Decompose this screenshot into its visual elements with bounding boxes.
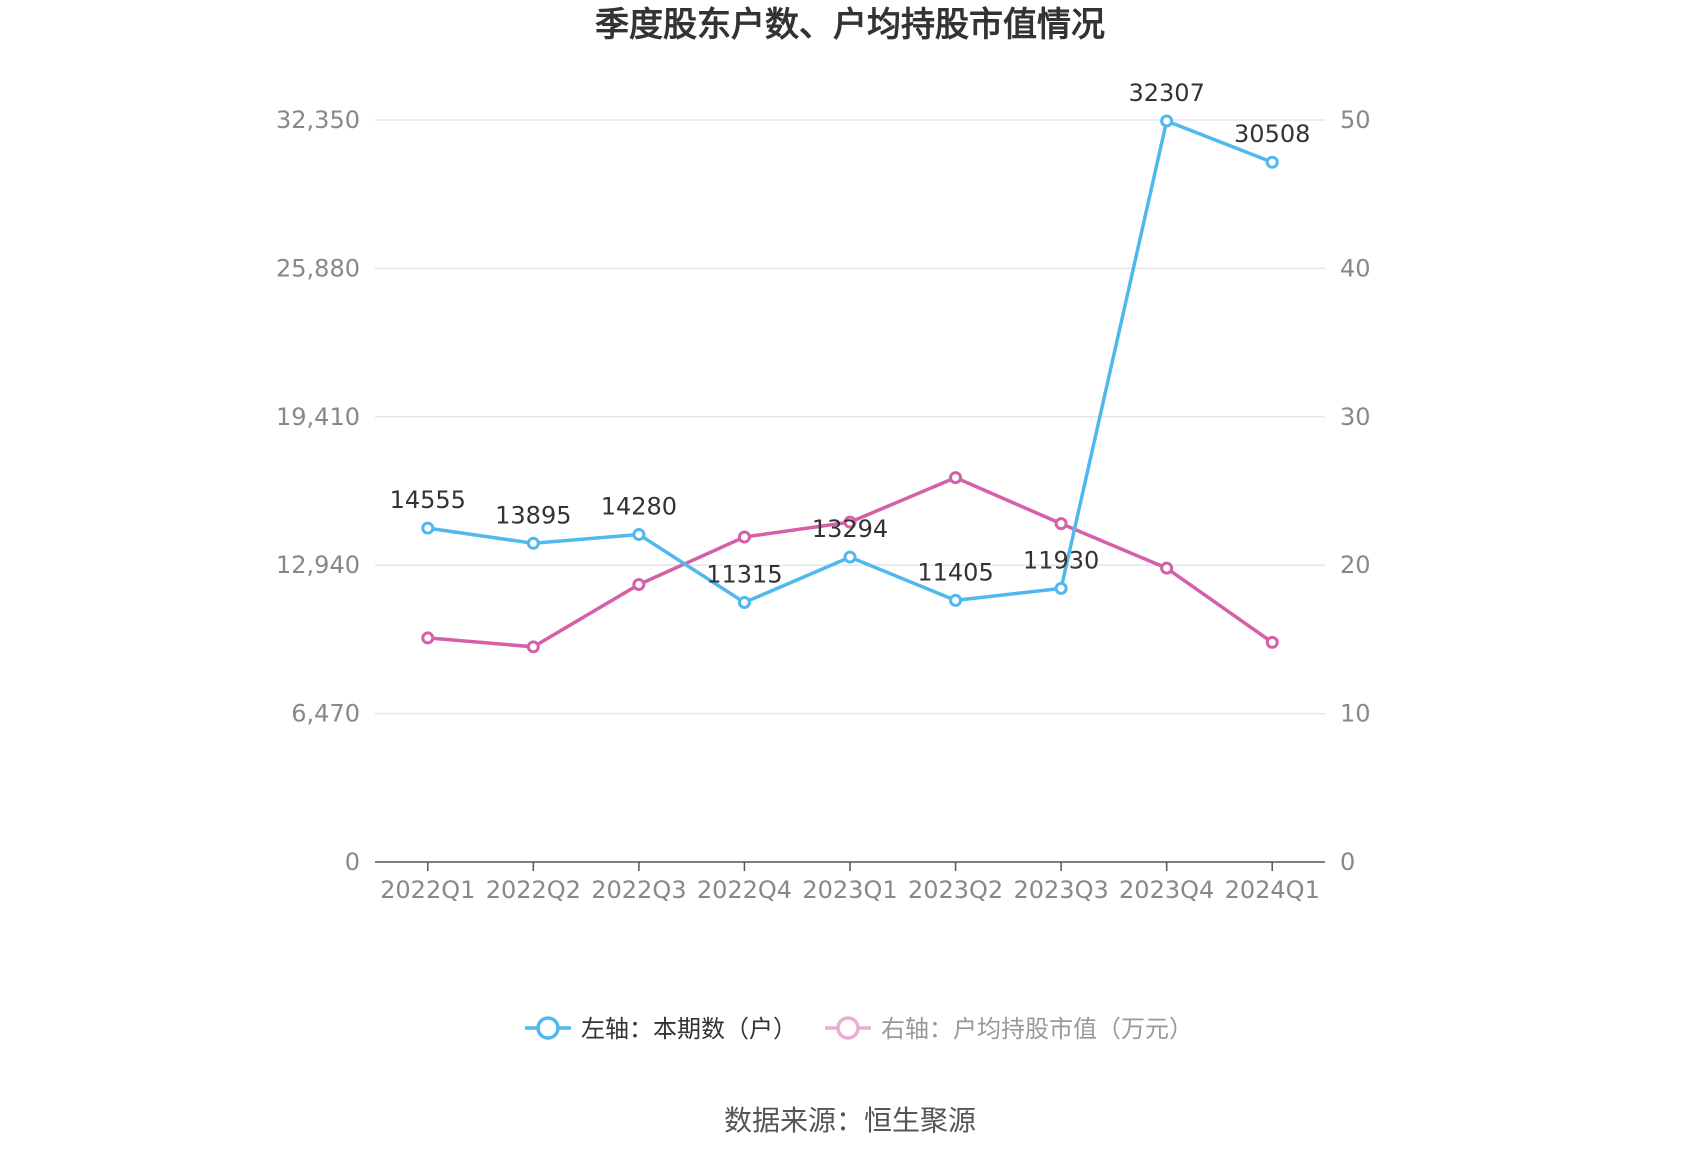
data-point[interactable]: [1054, 581, 1068, 595]
data-label: 14280: [601, 492, 677, 520]
data-point[interactable]: [1265, 155, 1279, 169]
right-tick-label: 30: [1340, 403, 1371, 431]
data-point[interactable]: [737, 595, 751, 609]
data-point[interactable]: [421, 521, 435, 535]
x-tick-label: 2024Q1: [1225, 876, 1320, 904]
data-label: 11405: [917, 558, 993, 586]
right-tick-label: 0: [1340, 848, 1355, 876]
data-point[interactable]: [949, 593, 963, 607]
left-axis-ticks: 0 6,470 12,940 19,410 25,880 32,350: [276, 106, 360, 876]
data-point[interactable]: [843, 515, 857, 529]
chart-title: 季度股东户数、户均持股市值情况: [595, 5, 1105, 45]
data-point[interactable]: [632, 577, 646, 591]
data-label: 13895: [495, 501, 571, 529]
data-point[interactable]: [737, 530, 751, 544]
data-point[interactable]: [526, 640, 540, 654]
grid-lines: [375, 119, 1325, 715]
data-label: 13294: [812, 515, 888, 543]
x-axis: 2022Q1 2022Q2 2022Q3 2022Q4 2023Q1 2023Q2 2023…: [375, 861, 1325, 904]
x-tick-label: 2022Q2: [486, 876, 581, 904]
data-point[interactable]: [1054, 517, 1068, 531]
data-labels: 14555 13895 14280 11315 13294 11405 11930 32307…: [390, 79, 1311, 588]
x-tick-label: 2022Q1: [380, 876, 475, 904]
data-label: 32307: [1128, 79, 1204, 107]
legend-marker: [836, 1016, 860, 1040]
left-tick-label: 0: [345, 848, 360, 876]
data-point[interactable]: [1160, 114, 1174, 128]
x-tick-label: 2022Q4: [697, 876, 792, 904]
right-tick-label: 50: [1340, 106, 1371, 134]
data-point[interactable]: [843, 550, 857, 564]
x-tick-label: 2023Q1: [802, 876, 897, 904]
legend-item[interactable]: 右轴：户均持股市值（万元）: [825, 1015, 1193, 1043]
right-tick-label: 40: [1340, 254, 1371, 282]
legend-item[interactable]: 左轴：本期数（户）: [525, 1015, 797, 1043]
data-point[interactable]: [421, 631, 435, 645]
right-axis-ticks: 0 10 20 30 40 50: [1340, 106, 1371, 876]
right-tick-label: 20: [1340, 551, 1371, 579]
left-tick-label: 6,470: [291, 700, 360, 728]
legend-label: 左轴：本期数（户）: [581, 1015, 797, 1043]
data-source: 数据来源：恒生聚源: [724, 1104, 976, 1137]
data-label: 30508: [1234, 120, 1310, 148]
data-point[interactable]: [632, 527, 646, 541]
legend-label: 右轴：户均持股市值（万元）: [881, 1015, 1193, 1043]
data-label: 11930: [1023, 546, 1099, 574]
data-label: 14555: [390, 486, 466, 514]
series-layer: [421, 114, 1279, 654]
left-tick-label: 12,940: [276, 551, 360, 579]
left-tick-label: 25,880: [276, 254, 360, 282]
legend-marker: [536, 1016, 560, 1040]
legend[interactable]: 左轴：本期数（户） 右轴：户均持股市值（万元）: [525, 1015, 1193, 1043]
x-tick-label: 2022Q3: [591, 876, 686, 904]
data-point[interactable]: [949, 471, 963, 485]
data-point[interactable]: [1160, 561, 1174, 575]
right-tick-label: 10: [1340, 700, 1371, 728]
x-tick-label: 2023Q2: [908, 876, 1003, 904]
data-label: 11315: [706, 560, 782, 588]
data-point[interactable]: [1265, 635, 1279, 649]
x-tick-label: 2023Q4: [1119, 876, 1214, 904]
left-tick-label: 19,410: [276, 403, 360, 431]
x-tick-label: 2023Q3: [1013, 876, 1108, 904]
data-point[interactable]: [526, 536, 540, 550]
left-tick-label: 32,350: [276, 106, 360, 134]
